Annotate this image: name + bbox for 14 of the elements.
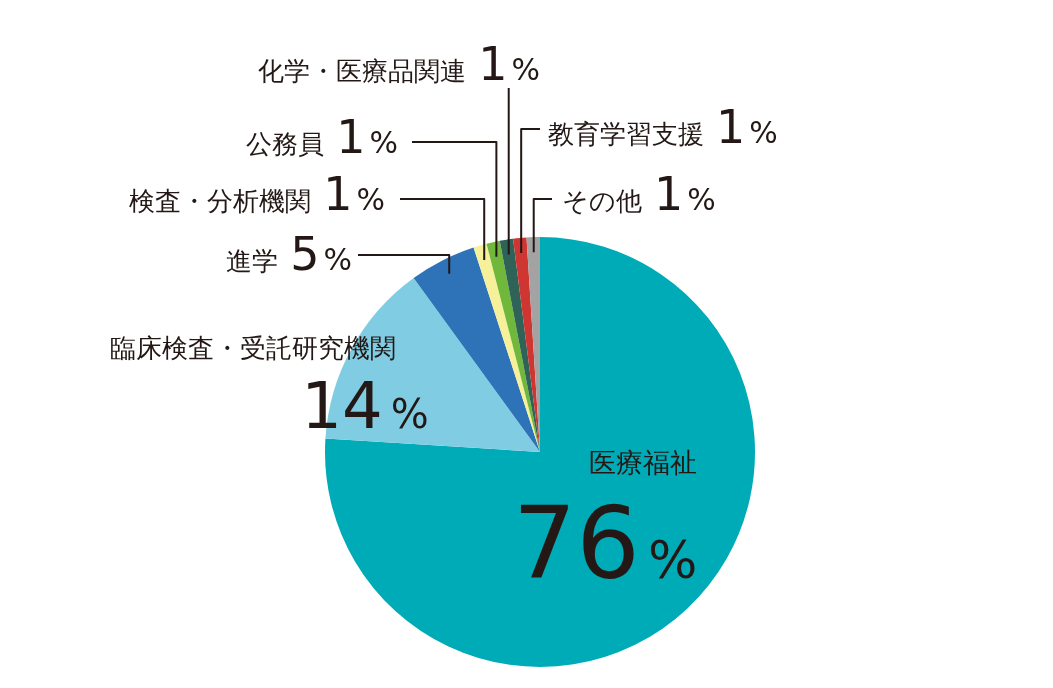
slice-label: 進学: [226, 246, 279, 276]
data-label: 1%: [716, 100, 778, 154]
data-label: 1%: [336, 110, 399, 164]
data-label: 1%: [323, 167, 386, 221]
slice-label: その他: [562, 186, 642, 216]
slice-label: 教育学習支援: [548, 119, 704, 149]
data-label: 76%: [512, 485, 698, 602]
data-label: 5%: [290, 227, 353, 281]
slice-label: 化学・医療品関連: [258, 56, 467, 86]
slice-label: 公務員: [246, 129, 325, 159]
data-label: 1%: [654, 167, 716, 221]
slice-label: 医療福祉: [589, 447, 697, 478]
data-label: 1%: [478, 37, 541, 91]
slice-label: 検査・分析機関: [129, 186, 312, 216]
